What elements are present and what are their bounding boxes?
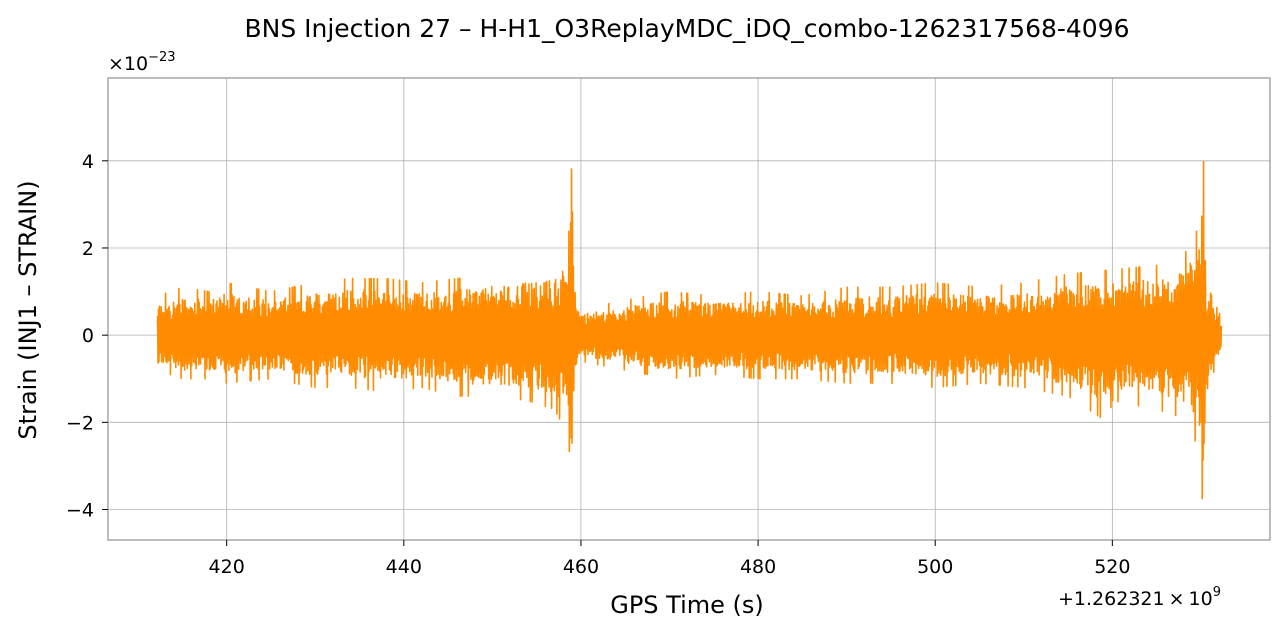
strain-series: [156, 160, 1223, 500]
x-tick-label: 480: [740, 556, 776, 578]
y-scale-multiplier: ×10−23: [108, 50, 176, 75]
x-tick-label: 460: [563, 556, 599, 578]
chart-title: BNS Injection 27 – H-H1_O3ReplayMDC_iDQ_…: [244, 14, 1129, 43]
strain-line-core: [156, 234, 1223, 396]
x-axis-label: GPS Time (s): [610, 591, 764, 619]
y-tick-label: −4: [66, 499, 94, 521]
y-axis-label: Strain (INJ1 – STRAIN): [14, 180, 42, 439]
plot-frame: [107, 77, 1271, 541]
x-tick-label: 440: [386, 556, 422, 578]
y-tick-label: 4: [82, 151, 94, 173]
y-tick-label: 2: [82, 238, 94, 260]
x-offset-label: +1.262321 × 109: [1058, 585, 1221, 610]
x-tick-label: 520: [1094, 556, 1130, 578]
x-tick-label: 500: [917, 556, 953, 578]
x-tick-label: 420: [209, 556, 245, 578]
y-tick-label: 0: [82, 325, 94, 347]
y-axis-ticks: −4 −2 0 2 4: [66, 151, 108, 521]
y-tick-label: −2: [66, 412, 94, 434]
x-axis-ticks: 420 440 460 480 500 520: [209, 540, 1130, 578]
